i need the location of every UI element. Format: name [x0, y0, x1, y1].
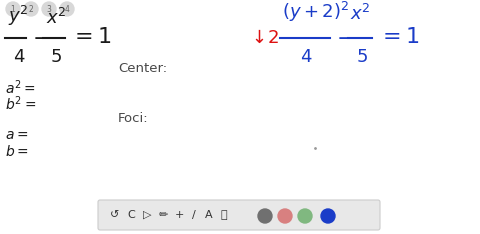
Text: $-$: $-$ [336, 26, 354, 48]
Text: ▷: ▷ [143, 210, 151, 220]
Text: ✏: ✏ [158, 210, 168, 220]
Text: $4$: $4$ [300, 48, 312, 66]
Circle shape [42, 2, 56, 16]
Text: $(y+2)^2$: $(y+2)^2$ [282, 0, 349, 24]
Text: $b=$: $b=$ [5, 143, 29, 158]
Circle shape [60, 2, 74, 16]
Circle shape [258, 209, 272, 223]
Text: +: + [174, 210, 184, 220]
Circle shape [6, 2, 20, 16]
Text: A: A [205, 210, 213, 220]
Text: $4$: $4$ [13, 48, 25, 66]
Text: $\downarrow\!2$: $\downarrow\!2$ [248, 29, 279, 47]
Text: ↺: ↺ [110, 210, 120, 220]
Text: $a=$: $a=$ [5, 128, 28, 142]
Text: ⬜: ⬜ [221, 210, 228, 220]
Text: $x^2$: $x^2$ [350, 4, 371, 24]
Text: Foci:: Foci: [118, 111, 149, 124]
Text: 1: 1 [11, 4, 15, 14]
Circle shape [298, 209, 312, 223]
Text: $5$: $5$ [50, 48, 62, 66]
Text: /: / [192, 210, 196, 220]
Circle shape [24, 2, 38, 16]
Text: 3: 3 [47, 4, 51, 14]
Circle shape [278, 209, 292, 223]
Text: $-$: $-$ [32, 26, 50, 48]
Text: $y^2$: $y^2$ [8, 4, 29, 28]
Circle shape [321, 209, 335, 223]
Text: Center:: Center: [118, 62, 167, 74]
Text: $= 1$: $= 1$ [70, 26, 111, 48]
Text: $= 1$: $= 1$ [378, 26, 420, 48]
Text: $x^2$: $x^2$ [46, 8, 67, 28]
Text: $b^2=$: $b^2=$ [5, 95, 36, 113]
FancyBboxPatch shape [98, 200, 380, 230]
Text: 4: 4 [65, 4, 70, 14]
Text: 2: 2 [29, 4, 34, 14]
Text: $5$: $5$ [356, 48, 368, 66]
Text: C: C [127, 210, 135, 220]
Text: $a^2=$: $a^2=$ [5, 79, 36, 97]
